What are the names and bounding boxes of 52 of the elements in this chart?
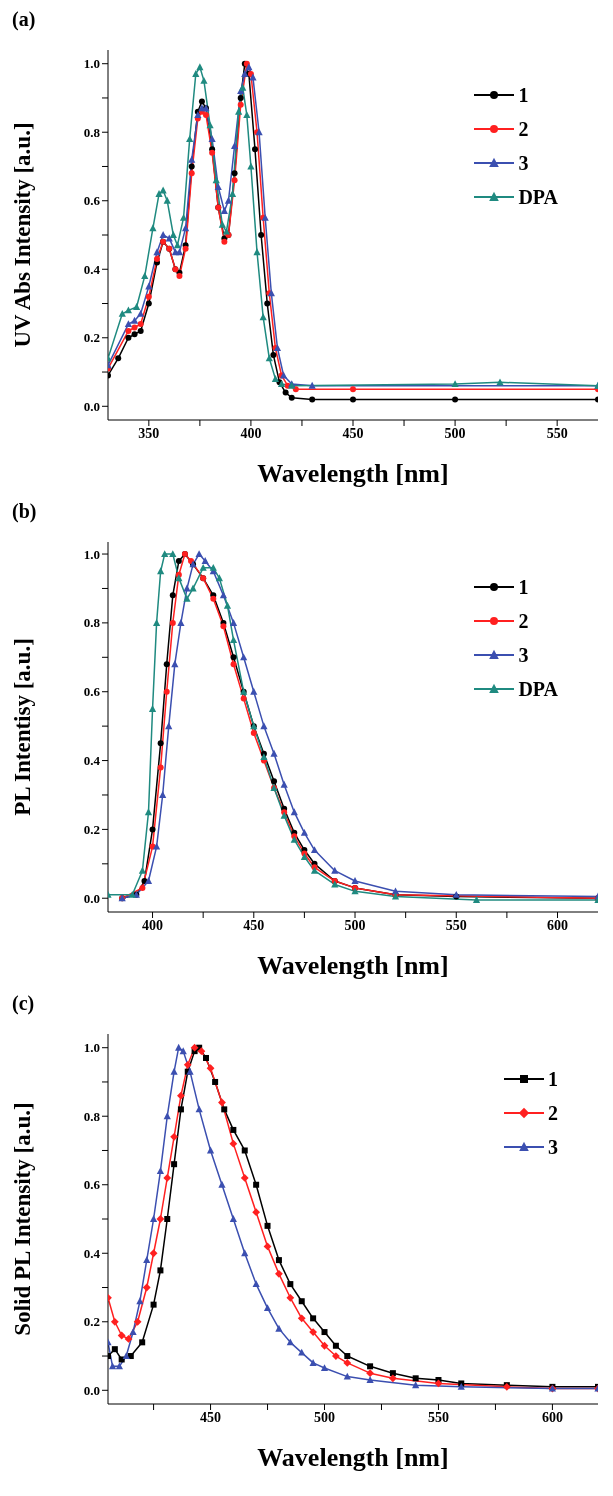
legend-label: 3 xyxy=(518,643,529,667)
x-tick-label: 600 xyxy=(547,917,568,933)
x-axis-title: Wavelength [nm] xyxy=(257,951,449,980)
x-tick-label: 450 xyxy=(200,1409,222,1425)
x-tick-label: 550 xyxy=(427,1409,449,1425)
y-tick-label: 0.2 xyxy=(83,330,100,346)
y-tick-label: 0.0 xyxy=(83,398,100,414)
x-tick-label: 500 xyxy=(444,425,466,441)
legend-label: 2 xyxy=(518,117,529,141)
y-tick-label: 0.4 xyxy=(83,261,101,277)
x-tick-label: 600 xyxy=(541,1409,563,1425)
y-tick-label: 0.4 xyxy=(83,753,101,769)
x-tick-label: 550 xyxy=(445,917,467,933)
legend-label: 1 xyxy=(518,575,529,599)
y-tick-label: 0.8 xyxy=(83,615,101,631)
x-tick-label: 500 xyxy=(344,917,366,933)
y-tick-label: 0.2 xyxy=(83,822,100,838)
y-tick-label: 0.2 xyxy=(83,1314,100,1330)
legend-label: 1 xyxy=(518,83,529,107)
chart-title: (b) xyxy=(11,500,38,525)
y-tick-label: 0.6 xyxy=(83,1177,101,1193)
x-tick-label: 550 xyxy=(546,425,568,441)
y-tick-label: 0.8 xyxy=(83,1108,101,1124)
y-axis-title: UV Abs Intensity [a.u.] xyxy=(10,122,36,348)
x-tick-label: 400 xyxy=(240,425,262,441)
legend-label: 2 xyxy=(518,609,529,633)
chart-title: (a) xyxy=(11,8,37,33)
y-axis-title: Solid PL Intensity [a.u.] xyxy=(10,1102,36,1336)
y-tick-label: 0.8 xyxy=(83,124,101,140)
y-tick-label: 0.6 xyxy=(83,193,101,209)
legend-label: 2 xyxy=(548,1101,558,1125)
y-axis-title: PL Intentisy [a.u.] xyxy=(10,638,36,816)
legend-label: 3 xyxy=(518,151,529,175)
x-axis-title: Wavelength [nm] xyxy=(257,1443,449,1472)
y-tick-label: 1.0 xyxy=(83,546,100,562)
chart-title: (c) xyxy=(11,992,36,1017)
y-tick-label: 1.0 xyxy=(83,1040,100,1056)
x-axis-title: Wavelength [nm] xyxy=(257,459,449,488)
x-tick-label: 500 xyxy=(314,1409,336,1425)
legend-label: DPA xyxy=(518,677,558,701)
x-tick-label: 450 xyxy=(342,425,364,441)
legend-label: 3 xyxy=(548,1135,558,1159)
y-tick-label: 0.6 xyxy=(83,684,101,700)
y-tick-label: 1.0 xyxy=(83,56,100,72)
x-tick-label: 350 xyxy=(138,425,160,441)
legend-label: DPA xyxy=(518,185,558,209)
legend-label: 1 xyxy=(548,1067,558,1091)
y-tick-label: 0.0 xyxy=(83,890,100,906)
y-tick-label: 0.4 xyxy=(83,1245,101,1261)
x-tick-label: 400 xyxy=(142,917,164,933)
y-tick-label: 0.0 xyxy=(83,1382,100,1398)
x-tick-label: 450 xyxy=(243,917,265,933)
